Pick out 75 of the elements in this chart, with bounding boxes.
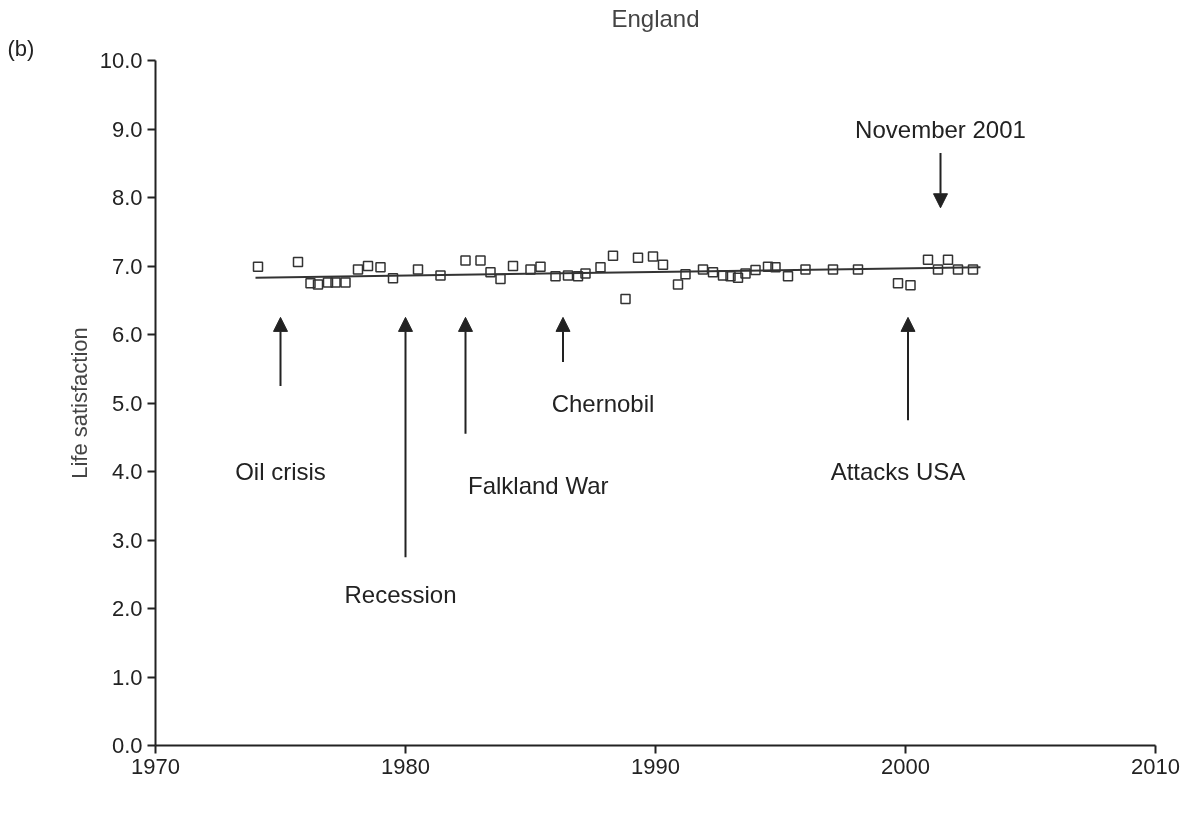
y-tick-label: 4.0 (111, 459, 143, 484)
point (525, 264, 536, 275)
point (340, 277, 351, 288)
point (707, 266, 719, 278)
point (892, 277, 904, 289)
annotation: Chernobil (551, 389, 655, 417)
point (647, 251, 659, 262)
point (967, 264, 979, 275)
annotation: Recession (344, 581, 457, 609)
point (732, 272, 744, 283)
point (672, 279, 684, 290)
point (620, 293, 631, 305)
point (750, 264, 761, 276)
point (827, 264, 839, 275)
point (375, 262, 386, 273)
annotation: Oil crisis (235, 458, 326, 485)
point (252, 261, 264, 272)
point (942, 254, 954, 266)
point (632, 252, 644, 264)
point (740, 268, 751, 279)
point (770, 262, 781, 273)
point (697, 264, 709, 275)
point (725, 271, 736, 282)
point (572, 271, 584, 282)
y-tick-label: 2.0 (111, 596, 143, 621)
x-tick-label: 1990 (631, 753, 680, 779)
point (312, 279, 324, 290)
point (762, 261, 774, 272)
point (782, 271, 794, 282)
point (322, 277, 334, 288)
point (535, 261, 546, 272)
point (562, 270, 574, 281)
y-tick-label: 8.0 (111, 185, 143, 210)
point (412, 264, 424, 275)
point (475, 255, 486, 266)
point (550, 271, 561, 282)
point (607, 250, 619, 261)
point (507, 260, 519, 272)
point (932, 264, 944, 275)
point (657, 259, 669, 270)
point (460, 255, 471, 266)
point (952, 264, 964, 275)
point (905, 279, 916, 291)
annotation: Attacks USA (830, 458, 966, 485)
y-tick-label: 1.0 (111, 664, 143, 690)
point (485, 266, 496, 278)
point (800, 264, 811, 275)
point (495, 273, 506, 285)
x-tick-label: 2010 (1131, 753, 1180, 779)
y-tick-label: 9.0 (111, 116, 143, 142)
point (305, 277, 316, 289)
annotation: Falkland War (468, 471, 609, 499)
point (387, 273, 399, 284)
point (680, 268, 691, 280)
point (435, 270, 446, 281)
point (580, 268, 591, 279)
x-tick-label: 1980 (381, 753, 430, 779)
point (352, 264, 364, 275)
y-tick-label: 7.0 (111, 253, 143, 279)
x-tick-label: 2000 (881, 753, 930, 779)
y-tick-label: 3.0 (111, 527, 143, 553)
point (595, 262, 606, 273)
y-tick-label: 5.0 (111, 390, 143, 416)
chart-title: England (611, 4, 700, 32)
point (330, 277, 341, 288)
text: (b) (7, 35, 35, 61)
y-axis-title: Life satisfaction (66, 327, 92, 479)
point (362, 260, 374, 272)
point (922, 254, 934, 266)
y-tick-label: 6.0 (111, 322, 143, 347)
y-tick-label: 10.0 (99, 48, 143, 73)
point (717, 270, 729, 281)
annotation: November 2001 (855, 115, 1026, 143)
point (292, 256, 304, 268)
point (852, 264, 864, 275)
